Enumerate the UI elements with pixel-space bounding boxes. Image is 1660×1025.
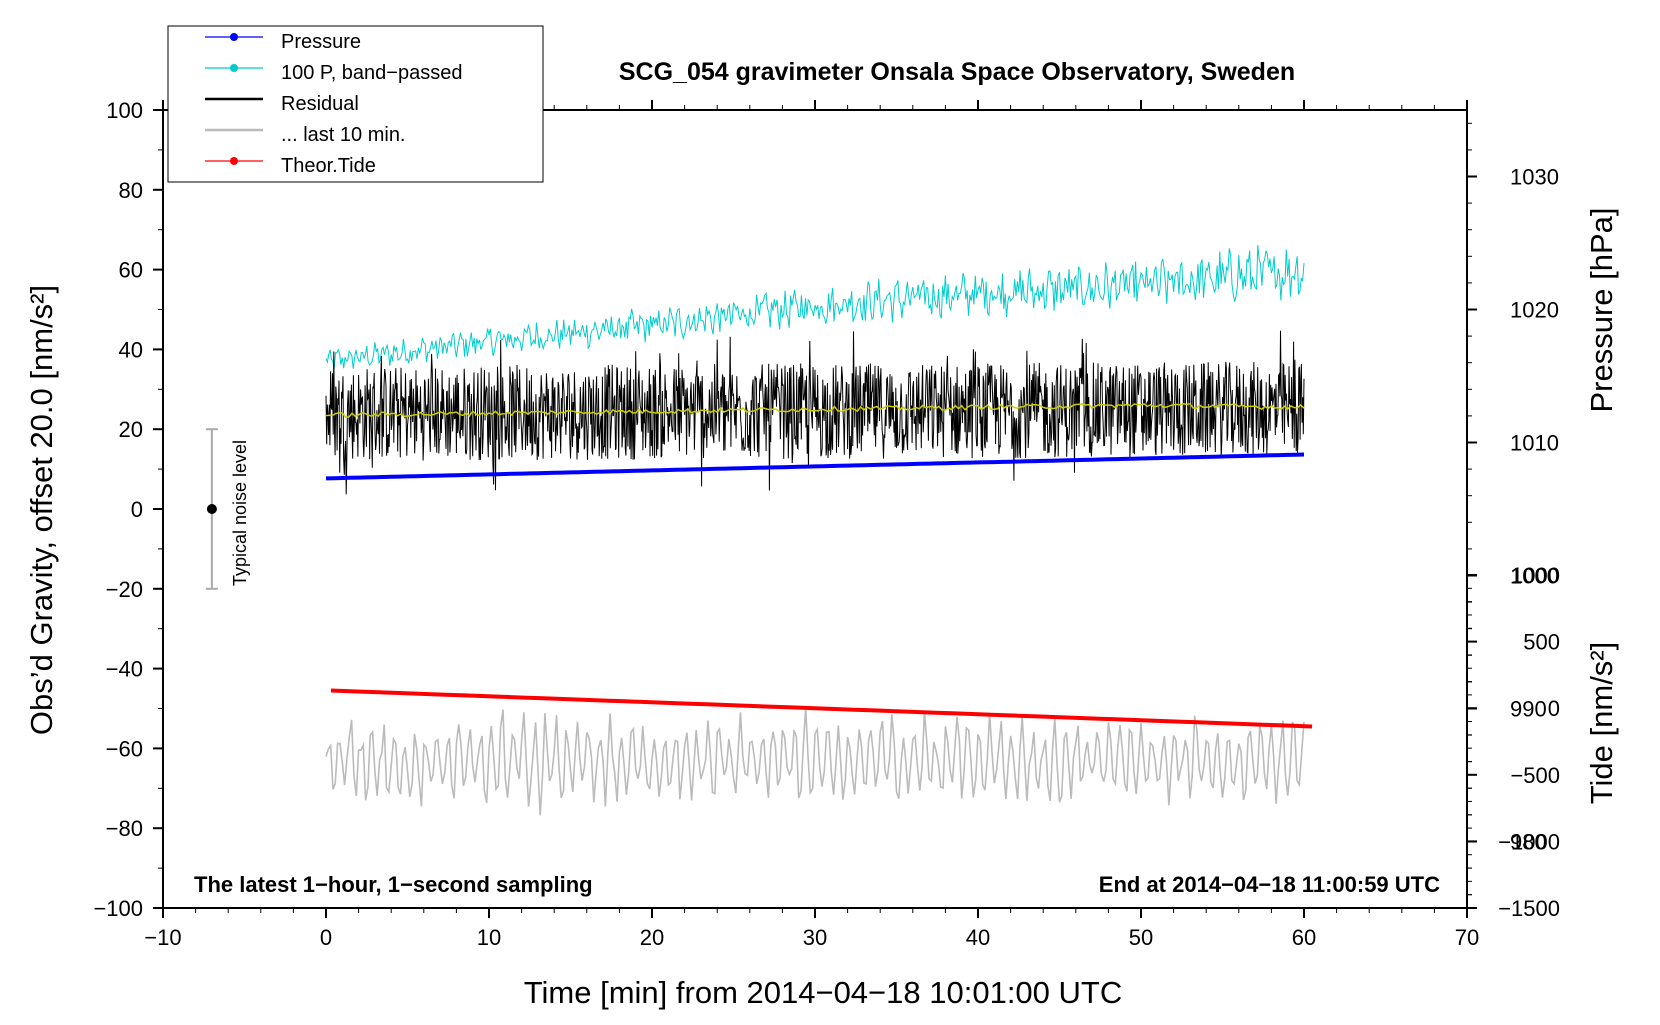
- y-tick-label: 20: [119, 417, 143, 442]
- x-tick-label: 40: [966, 925, 990, 950]
- series-tide-line: [330, 688, 1313, 729]
- y-axis-label-pressure: Pressure [hPa]: [1584, 207, 1619, 412]
- y-tick-label: 60: [119, 258, 143, 283]
- noise-level-label: Typical noise level: [230, 440, 250, 586]
- series-residual-line: [325, 330, 1305, 495]
- y-axis-label-gravity: Obs’d Gravity, offset 20.0 [nm/s²]: [24, 285, 59, 735]
- y-tick-label: −100: [93, 896, 143, 921]
- x-tick-label: 50: [1129, 925, 1153, 950]
- y-axis-label-tide: Tide [nm/s²]: [1584, 642, 1619, 805]
- pressure-tick-label: 980: [1510, 830, 1547, 855]
- footer-left-note: The latest 1−hour, 1−second sampling: [194, 872, 593, 897]
- noise-bar-center-dot: [206, 504, 217, 514]
- y-tick-label: −80: [106, 816, 143, 841]
- pressure-tick-label: 1010: [1510, 431, 1559, 456]
- x-tick-label: 10: [477, 925, 501, 950]
- series-pressure-line: [325, 452, 1305, 481]
- legend-label-residual: Residual: [281, 93, 359, 115]
- y-tick-label: 80: [119, 178, 143, 203]
- legend-label-pressure: Pressure: [281, 31, 361, 53]
- tide-tick-label: 0: [1548, 696, 1560, 721]
- series-residual-smoothed-line: [325, 402, 1305, 418]
- tide-tick-label: −500: [1510, 763, 1560, 788]
- y-tick-label: 100: [106, 98, 143, 123]
- tide-tick-label: −1500: [1498, 896, 1560, 921]
- tide-tick-label: −1000: [1498, 829, 1560, 854]
- legend-marker-symbol: [230, 157, 238, 165]
- x-tick-label: 20: [640, 925, 664, 950]
- legend-box: [167, 25, 544, 183]
- pressure-tick-label: 1020: [1510, 298, 1559, 323]
- x-tick-label: 30: [803, 925, 827, 950]
- legend-marker-symbol: [230, 64, 238, 72]
- legend-label-tide: Theor.Tide: [281, 155, 376, 177]
- y-tick-label: 40: [119, 337, 143, 362]
- x-axis-label: Time [min] from 2014−04−18 10:01:00 UTC: [524, 975, 1123, 1010]
- series-last10min-line: [325, 706, 1305, 816]
- x-tick-label: 70: [1455, 925, 1479, 950]
- x-tick-label: 60: [1292, 925, 1316, 950]
- legend-marker-symbol: [230, 33, 238, 41]
- x-tick-label: −10: [144, 925, 181, 950]
- pressure-tick-label: 990: [1510, 697, 1547, 722]
- series-bandpassed-line: [325, 244, 1305, 370]
- chart-title: SCG_054 gravimeter Onsala Space Observat…: [619, 58, 1295, 86]
- legend: Pressure 100 P, band−passed Residual ...…: [167, 25, 544, 183]
- y-tick-label: 0: [131, 497, 143, 522]
- legend-label-bandpassed: 100 P, band−passed: [281, 62, 462, 84]
- noise-level-indicator: Typical noise level: [205, 428, 250, 590]
- y-tick-label: −60: [106, 736, 143, 761]
- legend-label-last10: ... last 10 min.: [281, 124, 406, 146]
- pressure-tick-label: 1030: [1510, 165, 1559, 190]
- footer-right-note: End at 2014−04−18 11:00:59 UTC: [1099, 872, 1440, 897]
- y-tick-label: −40: [106, 657, 143, 682]
- y-tick-label: −20: [106, 577, 143, 602]
- tide-tick-label: 1000: [1511, 563, 1560, 588]
- x-tick-label: 0: [320, 925, 332, 950]
- pressure-tick-label: 1000: [1510, 564, 1559, 589]
- ticks-layer: −10 0 10 20 30 40 50 60 70−100−80−60−40−20020406…: [93, 98, 1560, 950]
- series-layer: [325, 244, 1313, 816]
- tide-tick-label: 500: [1523, 630, 1560, 655]
